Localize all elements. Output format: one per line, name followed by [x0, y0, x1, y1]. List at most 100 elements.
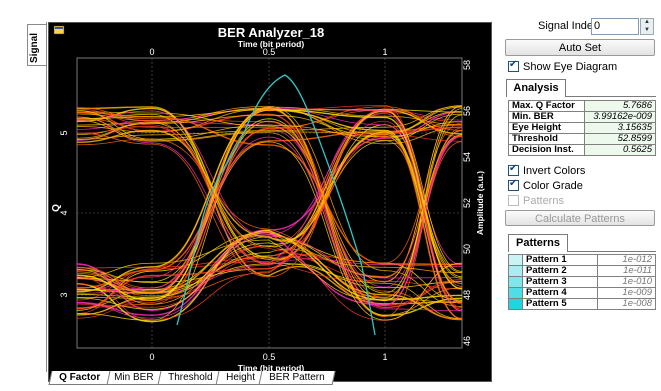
- tab-analysis[interactable]: Analysis: [506, 79, 566, 97]
- right-tick-6: 46: [462, 336, 472, 346]
- eye-trace: [76, 134, 463, 311]
- table-row[interactable]: Pattern 4 1e-009: [508, 287, 656, 299]
- tab-divider: [46, 22, 47, 372]
- eye-trace: [76, 108, 463, 277]
- analysis-key: Decision Inst.: [508, 144, 585, 156]
- calculate-patterns-button[interactable]: Calculate Patterns: [505, 210, 655, 226]
- tab-q-factor[interactable]: Q Factor: [48, 371, 111, 385]
- eye-trace: [76, 128, 463, 292]
- q-factor-curve: [176, 74, 376, 336]
- tab-patterns[interactable]: Patterns: [508, 234, 568, 252]
- table-row: Decision Inst. 0.5625: [508, 144, 657, 156]
- table-row[interactable]: Pattern 2 1e-011: [508, 265, 656, 277]
- tab-signal[interactable]: Signal: [27, 24, 46, 66]
- eye-trace: [76, 261, 463, 301]
- invert-colors-checkbox[interactable]: Invert Colors: [508, 163, 585, 179]
- table-row[interactable]: Pattern 1 1e-012: [508, 254, 656, 266]
- eye-diagram-plot: BER Analyzer_18 Time (bit period) Time (…: [48, 22, 492, 382]
- eye-trace: [76, 105, 463, 141]
- eye-trace: [76, 109, 463, 140]
- patterns-checkbox[interactable]: Patterns: [508, 195, 564, 209]
- table-row: Max. Q Factor 5.7686: [508, 100, 657, 112]
- eye-trace: [76, 248, 463, 304]
- bottom-tab-strip: Q Factor Min BER Threshold Height BER Pa…: [48, 371, 336, 385]
- bottom-tick-2: 1: [382, 352, 387, 362]
- table-row: Min. BER 3.99162e-009: [508, 111, 657, 123]
- pattern-name: Pattern 1: [521, 254, 599, 266]
- control-panel: Signal Index: 0 ▲ ▼ Auto Set Show Eye Di…: [500, 0, 661, 391]
- pattern-color-swatch: [508, 276, 523, 288]
- right-tick-1: 56: [462, 106, 472, 116]
- bottom-axis-label: Time (bit period): [238, 363, 305, 373]
- eye-trace: [76, 110, 463, 279]
- analysis-value: 0.5625: [583, 144, 657, 156]
- table-row: Eye Height 3.15635: [508, 122, 657, 134]
- signal-index-input[interactable]: 0: [591, 18, 639, 35]
- left-tick-2: 3: [59, 292, 69, 297]
- pattern-color-swatch: [508, 287, 523, 299]
- eye-diagram-svg: BER Analyzer_18 Time (bit period) Time (…: [51, 25, 485, 373]
- auto-set-button[interactable]: Auto Set: [505, 39, 655, 56]
- top-tick-1: 0.5: [263, 47, 276, 57]
- eye-trace: [76, 107, 463, 265]
- pattern-value: 1e-012: [597, 254, 656, 266]
- pattern-value: 1e-011: [597, 265, 656, 277]
- tab-threshold[interactable]: Threshold: [157, 371, 223, 385]
- analysis-key: Max. Q Factor: [508, 100, 585, 112]
- bottom-tick-1: 0.5: [263, 352, 276, 362]
- pattern-name: Pattern 5: [521, 298, 599, 310]
- right-tick-4: 50: [462, 244, 472, 254]
- eye-trace: [76, 105, 463, 140]
- eye-trace: [76, 108, 463, 278]
- checkbox-checked-icon: [508, 59, 519, 72]
- eye-trace: [76, 120, 463, 321]
- eye-trace: [76, 126, 463, 319]
- tab-ber-pattern[interactable]: BER Pattern: [258, 371, 336, 385]
- left-axis-label: Q: [51, 204, 62, 212]
- analysis-key: Eye Height: [508, 122, 585, 134]
- right-tick-5: 48: [462, 290, 472, 300]
- analysis-value: 3.15635: [583, 122, 657, 134]
- eye-trace: [76, 258, 463, 294]
- signal-index-label: Signal Index:: [538, 20, 602, 32]
- eye-trace: [76, 120, 463, 320]
- right-tick-0: 58: [462, 60, 472, 70]
- pattern-color-swatch: [508, 265, 523, 277]
- spin-down-icon[interactable]: ▼: [644, 27, 650, 33]
- eye-trace: [76, 112, 463, 291]
- pattern-value: 1e-009: [597, 287, 656, 299]
- eye-trace: [76, 129, 463, 320]
- table-row[interactable]: Pattern 5 1e-008: [508, 298, 656, 310]
- pattern-value: 1e-010: [597, 276, 656, 288]
- analysis-key: Threshold: [508, 133, 585, 145]
- analysis-value: 3.99162e-009: [583, 111, 657, 123]
- plot-title: BER Analyzer_18: [218, 25, 324, 40]
- pattern-name: Pattern 2: [521, 265, 599, 277]
- eye-trace: [76, 138, 463, 298]
- top-tick-0: 0: [149, 47, 154, 57]
- color-grade-checkbox[interactable]: Color Grade: [508, 178, 583, 194]
- analysis-key: Min. BER: [508, 111, 585, 123]
- spin-up-icon[interactable]: ▲: [644, 19, 650, 25]
- eye-trace: [76, 110, 463, 316]
- show-eye-checkbox[interactable]: Show Eye Diagram: [508, 59, 617, 75]
- eye-trace: [76, 120, 463, 316]
- tab-min-ber[interactable]: Min BER: [103, 371, 165, 385]
- analysis-tab-line: [566, 96, 656, 97]
- eye-trace: [76, 141, 463, 321]
- patterns-tab-line: [568, 251, 656, 252]
- signal-index-row: Signal Index: 0 ▲ ▼: [500, 18, 661, 36]
- tab-signal-label: Signal: [29, 32, 40, 63]
- signal-index-spinner[interactable]: ▲ ▼: [640, 18, 654, 35]
- right-tick-3: 52: [462, 198, 472, 208]
- analysis-table: Max. Q Factor 5.7686 Min. BER 3.99162e-009 E…: [508, 100, 657, 156]
- eye-trace: [76, 232, 463, 305]
- table-row[interactable]: Pattern 3 1e-010: [508, 276, 656, 288]
- eye-trace: [76, 105, 463, 283]
- pattern-value: 1e-008: [597, 298, 656, 310]
- eye-trace: [76, 127, 463, 303]
- pattern-color-swatch: [508, 254, 523, 266]
- pattern-name: Pattern 4: [521, 287, 599, 299]
